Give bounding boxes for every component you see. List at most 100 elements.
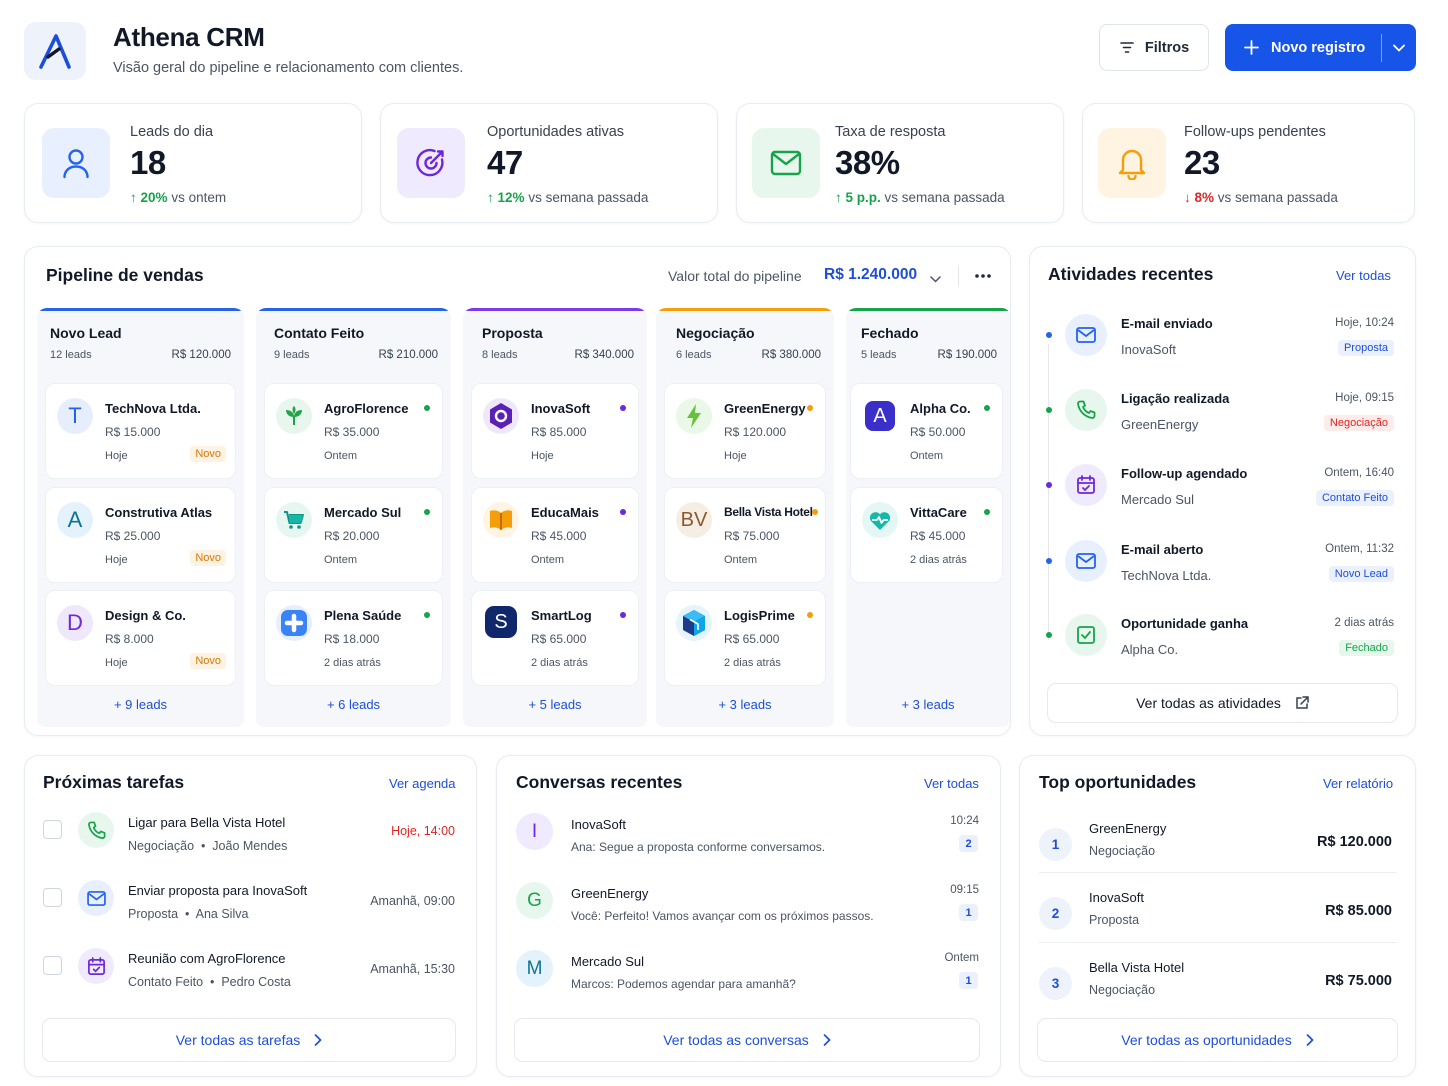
- column-accent-bar: [846, 308, 1010, 311]
- task-title: Reunião com AgroFlorence: [128, 951, 286, 966]
- athena-logo-icon: [39, 34, 71, 69]
- opportunity-stage: Negociação: [1089, 844, 1156, 858]
- activity-subject: InovaSoft: [1121, 342, 1176, 357]
- lead-value: R$ 20.000: [324, 529, 380, 543]
- activity-subject: Mercado Sul: [1121, 492, 1194, 507]
- view-agenda-link[interactable]: Ver agenda: [389, 776, 456, 791]
- more-leads-link[interactable]: + 6 leads: [326, 697, 381, 712]
- more-leads-link[interactable]: + 9 leads: [113, 697, 168, 712]
- lead-name: AgroFlorence: [324, 401, 409, 416]
- lead-date: Ontem: [910, 450, 944, 462]
- lead-card[interactable]: T TechNova Ltda. R$ 15.000 Hoje Novo: [45, 383, 236, 479]
- kpi-label: Oportunidades ativas: [487, 124, 625, 140]
- task-meta: Proposta • Ana Silva: [128, 907, 249, 921]
- conversation-item[interactable]: M Mercado Sul Marcos: Podemos agendar pa…: [516, 950, 979, 1010]
- opportunity-value: R$ 120.000: [1317, 834, 1392, 850]
- all-opportunities-button[interactable]: Ver todas as oportunidades: [1037, 1018, 1398, 1062]
- task-time: Amanhã, 15:30: [370, 962, 455, 976]
- status-dot: [807, 612, 813, 618]
- lead-card[interactable]: A Construtiva Atlas R$ 25.000 Hoje Novo: [45, 487, 236, 583]
- task-checkbox[interactable]: [43, 956, 62, 975]
- avatar: A: [865, 401, 895, 431]
- plus-icon: [1244, 40, 1259, 55]
- lead-card[interactable]: VittaCare R$ 45.000 2 dias atrás: [850, 487, 1003, 583]
- view-report-link[interactable]: Ver relatório: [1323, 776, 1394, 791]
- status-badge: Novo: [190, 550, 226, 566]
- conversation-item[interactable]: G GreenEnergy Você: Perfeito! Vamos avan…: [516, 882, 979, 942]
- conversation-item[interactable]: I InovaSoft Ana: Segue a proposta confor…: [516, 813, 979, 873]
- lead-card[interactable]: D Design & Co. R$ 8.000 Hoje Novo: [45, 590, 236, 686]
- chevron-down-icon: [1393, 44, 1405, 52]
- new-record-dropdown[interactable]: [1382, 44, 1416, 52]
- pipeline-total-value[interactable]: R$ 1.240.000: [824, 266, 918, 283]
- lead-value: R$ 75.000: [724, 529, 780, 543]
- see-all-activities-link[interactable]: Ver todas: [1336, 268, 1391, 283]
- all-tasks-button[interactable]: Ver todas as tarefas: [42, 1018, 456, 1062]
- lead-name: Construtiva Atlas: [105, 505, 213, 520]
- lead-card[interactable]: AgroFlorence R$ 35.000 Ontem: [264, 383, 443, 479]
- activity-item[interactable]: E-mail enviado InovaSoft Hoje, 10:24 Pro…: [1046, 314, 1394, 384]
- lead-value: R$ 18.000: [324, 632, 380, 646]
- more-leads-link[interactable]: + 3 leads: [718, 697, 772, 712]
- see-all-conversations-link[interactable]: Ver todas: [924, 776, 979, 791]
- app-subtitle: Visão geral do pipeline e relacionamento…: [113, 60, 464, 76]
- lead-card[interactable]: LogisPrime R$ 65.000 2 dias atrás: [664, 590, 826, 686]
- external-link-icon: [1296, 696, 1309, 709]
- activity-item[interactable]: Ligação realizada GreenEnergy Hoje, 09:1…: [1046, 389, 1394, 459]
- lead-card[interactable]: S SmartLog R$ 65.000 2 dias atrás: [471, 590, 639, 686]
- task-title: Ligar para Bella Vista Hotel: [128, 815, 286, 830]
- opportunity-value: R$ 75.000: [1325, 973, 1392, 989]
- all-activities-button[interactable]: Ver todas as atividades: [1047, 683, 1398, 723]
- status-badge: Novo: [190, 653, 226, 669]
- lead-card[interactable]: EducaMais R$ 45.000 Ontem: [471, 487, 639, 583]
- task-checkbox[interactable]: [43, 820, 62, 839]
- kpi-delta-value: 20%: [140, 190, 168, 205]
- lead-date: Ontem: [724, 554, 758, 566]
- activity-item[interactable]: E-mail aberto TechNova Ltda. Ontem, 11:3…: [1046, 540, 1394, 610]
- unread-count-badge: 1: [959, 904, 978, 921]
- mail-icon: [752, 128, 820, 198]
- all-conversations-button[interactable]: Ver todas as conversas: [514, 1018, 980, 1062]
- column-accent-bar: [256, 308, 451, 311]
- avatar: BV: [676, 502, 712, 538]
- lead-card[interactable]: Plena Saúde R$ 18.000 2 dias atrás: [264, 590, 443, 686]
- lead-date: Hoje: [105, 657, 128, 669]
- kpi-delta-value: 5 p.p.: [845, 190, 881, 205]
- avatar: D: [57, 605, 93, 641]
- opportunity-item[interactable]: 1 GreenEnergy Negociação R$ 120.000: [1039, 816, 1392, 886]
- lead-card[interactable]: A Alpha Co. R$ 50.000 Ontem: [850, 383, 1003, 479]
- lead-card[interactable]: InovaSoft R$ 85.000 Hoje: [471, 383, 639, 479]
- more-leads-link[interactable]: + 5 leads: [528, 697, 582, 712]
- column-name: Contato Feito: [274, 325, 365, 341]
- activity-item[interactable]: Oportunidade ganha Alpha Co. 2 dias atrá…: [1046, 614, 1394, 684]
- activities-title: Atividades recentes: [1048, 264, 1214, 284]
- conversations-title: Conversas recentes: [516, 772, 683, 792]
- cart-icon: [276, 502, 312, 538]
- opportunity-item[interactable]: 2 InovaSoft Proposta R$ 85.000: [1039, 885, 1392, 955]
- task-owner: João Mendes: [212, 839, 288, 853]
- lead-card[interactable]: Mercado Sul R$ 20.000 Ontem: [264, 487, 443, 583]
- hexagon-icon: [483, 398, 519, 434]
- new-record-main[interactable]: Novo registro: [1225, 40, 1381, 56]
- avatar: I: [516, 813, 553, 850]
- lead-name: EducaMais: [531, 505, 599, 520]
- lead-name: Design & Co.: [105, 608, 186, 623]
- more-leads-link[interactable]: + 3 leads: [901, 697, 955, 712]
- lead-card[interactable]: BV Bella Vista Hotel R$ 75.000 Ontem: [664, 487, 826, 583]
- avatar: G: [516, 882, 553, 919]
- new-record-button[interactable]: Novo registro: [1225, 24, 1416, 71]
- kpi-card-response-rate: Taxa de resposta 38% ↑ 5 p.p. vs semana …: [736, 103, 1064, 223]
- filters-label: Filtros: [1144, 39, 1190, 56]
- lead-card[interactable]: GreenEnergy R$ 120.000 Hoje: [664, 383, 826, 479]
- activity-item[interactable]: Follow-up agendado Mercado Sul Ontem, 16…: [1046, 464, 1394, 534]
- filters-button[interactable]: Filtros: [1099, 24, 1209, 71]
- opportunity-item[interactable]: 3 Bella Vista Hotel Negociação R$ 75.000: [1039, 955, 1392, 1025]
- kpi-delta-value: 8%: [1194, 190, 1215, 205]
- task-checkbox[interactable]: [43, 888, 62, 907]
- chevron-down-icon[interactable]: [930, 270, 941, 288]
- kpi-value: 23: [1184, 144, 1220, 181]
- filter-icon: [1120, 41, 1134, 53]
- lead-value: R$ 25.000: [105, 529, 161, 543]
- more-options-icon[interactable]: [973, 266, 993, 286]
- pipeline-column-fechado: Fechado 5 leads R$ 190.000 A Alpha Co. R…: [846, 308, 1010, 727]
